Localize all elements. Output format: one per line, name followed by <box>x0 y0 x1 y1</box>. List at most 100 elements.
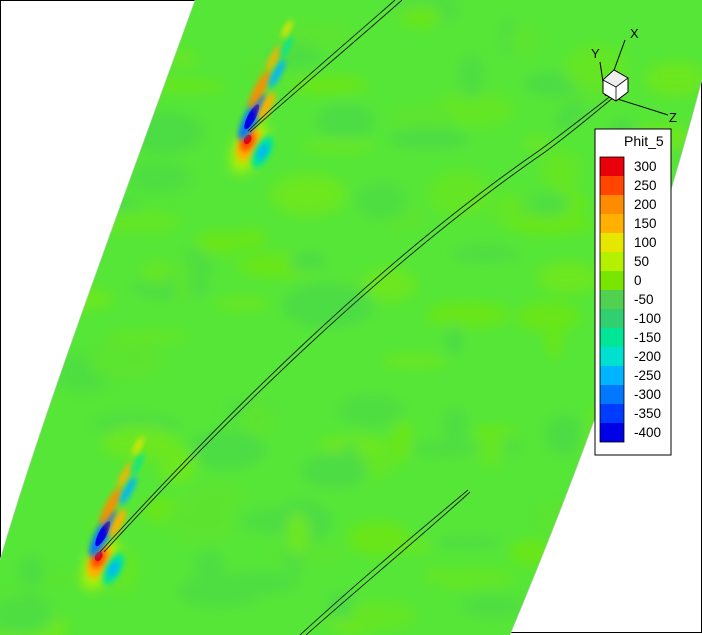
contour-patch <box>459 594 524 619</box>
contour-patch <box>0 183 39 224</box>
contour-patch <box>427 170 492 217</box>
contour-patch <box>381 354 448 368</box>
contour-patch <box>388 128 471 149</box>
contour-patch <box>540 150 582 192</box>
legend-label: 250 <box>634 178 657 193</box>
contour-patch <box>516 301 581 332</box>
contour-patch <box>527 191 570 216</box>
blade-outlines <box>99 0 615 635</box>
contour-patch <box>172 259 192 304</box>
legend-label: 200 <box>634 197 657 212</box>
contour-patch <box>398 5 442 28</box>
blade-middle-2 <box>103 96 615 553</box>
contour-patch <box>132 277 210 299</box>
legend-swatch <box>600 290 624 309</box>
contour-patch <box>473 426 505 467</box>
wake-contour-cell <box>99 486 122 526</box>
wake-contour-cell <box>131 453 144 475</box>
wake-contour-cell <box>108 560 120 578</box>
contour-patch <box>656 560 702 577</box>
legend-swatches <box>599 156 625 443</box>
contour-patch <box>153 81 228 93</box>
contour-patch <box>471 426 519 437</box>
contour-patch <box>495 191 521 227</box>
contour-patch <box>88 340 166 380</box>
contour-patch <box>505 214 595 235</box>
legend-swatch <box>600 385 624 404</box>
blade-upper <box>247 0 396 132</box>
contour-patch <box>535 261 601 294</box>
legend-label: -250 <box>634 368 661 383</box>
wake-contour-cell <box>248 69 271 109</box>
legend-label: -400 <box>634 425 661 440</box>
contour-patch <box>0 596 54 635</box>
wake-contour-cell <box>281 20 293 38</box>
contour-patch <box>55 75 81 91</box>
wake-contour-cell <box>108 509 127 538</box>
contour-patch <box>651 488 702 513</box>
legend-title: Phit_5 <box>624 133 664 149</box>
wake-contour-cell <box>268 59 286 88</box>
contour-patch <box>42 287 115 311</box>
legend-label: -350 <box>634 406 661 421</box>
legend-swatch <box>600 347 624 366</box>
contour-patch <box>346 520 410 557</box>
wake-contour-cell <box>119 476 137 505</box>
contour-patch <box>187 430 266 470</box>
contour-patch <box>285 511 310 556</box>
contour-patch <box>554 111 576 130</box>
contour-patch <box>509 539 554 567</box>
contour-patch <box>507 25 545 56</box>
contour-patch <box>290 252 327 272</box>
contour-patch <box>441 406 469 445</box>
contour-patch <box>140 260 172 285</box>
legend-label: -100 <box>634 311 661 326</box>
legend-swatch <box>600 176 624 195</box>
contour-patch <box>342 443 360 465</box>
contour-patch <box>410 440 482 458</box>
legend-label: 300 <box>634 159 657 174</box>
contour-patch <box>158 445 198 485</box>
contour-patch <box>430 568 517 588</box>
blade-upper-2 <box>249 0 403 133</box>
wake-lower <box>82 437 144 590</box>
contour-patch <box>591 556 664 585</box>
contour-patch <box>270 173 347 217</box>
contour-patch <box>361 268 417 302</box>
contour-patch <box>450 244 520 264</box>
contour-patch <box>546 318 563 360</box>
contour-patch <box>288 75 369 96</box>
blade-lower <box>299 489 469 635</box>
legend-swatch <box>600 366 624 385</box>
contour-patch <box>656 552 701 571</box>
axis-x-label: X <box>630 26 639 41</box>
wake-contour-cell <box>266 45 282 71</box>
contour-patch <box>126 161 191 194</box>
contour-patch <box>648 607 668 633</box>
contour-patch <box>650 483 702 524</box>
contour-patch <box>669 480 702 515</box>
wake-contour-cell <box>117 462 133 488</box>
contour-patch <box>430 536 504 548</box>
contour-patch <box>0 45 49 85</box>
contour-patch <box>195 230 244 256</box>
contour-patch <box>523 136 551 150</box>
legend-swatch <box>600 328 624 347</box>
legend: Phit_5 300 250 200 150 100 50 0 -50 -100 -150 -200… <box>594 128 672 456</box>
contour-patch <box>390 418 414 462</box>
legend-labels: 300 250 200 150 100 50 0 -50 -100 -150 -200 -250 -30… <box>634 159 661 440</box>
contour-patch <box>536 500 587 538</box>
legend-swatch <box>600 404 624 423</box>
contour-patch <box>593 452 652 490</box>
contour-patch <box>300 141 376 152</box>
domain-edge-left <box>0 0 196 561</box>
contour-patch <box>336 393 406 428</box>
wake-contour-cell <box>132 437 144 455</box>
wake-upper <box>231 20 293 173</box>
contour-patch <box>644 61 702 97</box>
contour-patch <box>389 103 454 132</box>
wake-contour-cell <box>244 104 260 130</box>
contour-patch <box>282 283 374 328</box>
